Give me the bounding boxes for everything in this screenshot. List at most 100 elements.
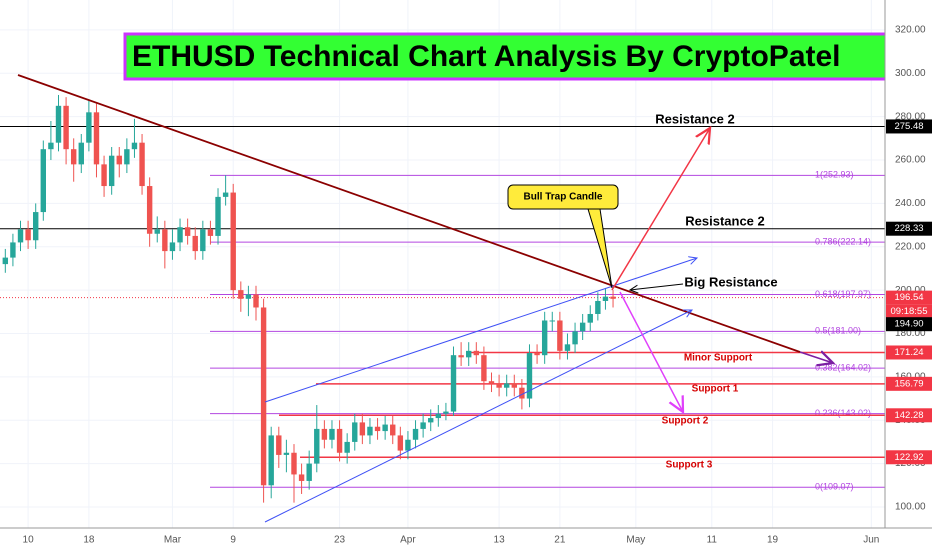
candle-body: [298, 474, 305, 481]
candle-body: [602, 296, 609, 301]
price-box: [886, 450, 932, 465]
candle-body: [382, 424, 388, 432]
candle-body: [397, 435, 404, 451]
annotation: Minor Support: [684, 353, 753, 364]
candle-body: [184, 227, 191, 236]
candle-body: [572, 331, 578, 345]
candle-body: [306, 463, 312, 481]
candle-body: [541, 320, 548, 356]
fib-label: 0.236(143.02): [815, 408, 871, 418]
candle-body: [420, 422, 426, 429]
price-box: [886, 345, 932, 360]
countdown: 09:18:55: [891, 306, 928, 317]
candle-body: [481, 355, 487, 382]
price-label: 228.33: [894, 223, 923, 234]
candle-body: [55, 105, 62, 143]
annotation: Support 1: [692, 384, 739, 395]
candle-body: [101, 164, 107, 187]
price-label: 275.48: [894, 121, 923, 132]
x-tick-label: Mar: [164, 535, 182, 546]
x-tick-label: 21: [554, 535, 566, 546]
bull-arrow: [611, 128, 710, 291]
candle-body: [230, 192, 236, 291]
pointer: [630, 283, 684, 290]
candle-body: [587, 313, 593, 323]
candle-body: [443, 411, 449, 414]
candle-body: [557, 320, 563, 351]
x-tick-label: 13: [494, 535, 506, 546]
y-tick-label: 220.00: [895, 241, 926, 252]
candle-body: [253, 294, 259, 308]
candle-body: [352, 422, 358, 442]
annotation: Support 2: [662, 416, 709, 427]
candle-body: [48, 142, 54, 150]
annotation: Resistance 2: [655, 111, 735, 126]
candle-body: [207, 229, 214, 236]
drawings: ETHUSD Technical Chart Analysis By Crypt…: [17, 32, 885, 523]
channel-lower: [264, 310, 692, 523]
price-label: 156.79: [894, 378, 923, 389]
candle-body: [215, 196, 221, 236]
candle-body: [260, 307, 267, 486]
price-box: [886, 290, 932, 305]
y-tick-label: 260.00: [895, 155, 926, 166]
candle-body: [33, 212, 39, 241]
candle-body: [283, 452, 290, 455]
candle-body: [496, 383, 502, 388]
fib-label: 0.786(222.14): [815, 236, 871, 246]
candle-body: [374, 426, 381, 432]
candle-body: [93, 112, 100, 165]
candle-body: [344, 441, 350, 453]
levels: 1(252.93) 0.786(222.14) 0.618(197.97) 0.5(1…: [0, 125, 885, 492]
candle-body: [579, 322, 586, 332]
y-tick-label: 180.00: [895, 328, 926, 339]
channel-upper: [264, 258, 697, 403]
y-tick-label: 300.00: [895, 68, 926, 79]
annotation: Support 3: [666, 460, 713, 471]
x-tick-label: 19: [767, 535, 779, 546]
candle-body: [245, 294, 252, 299]
candle-body: [25, 229, 31, 241]
axis: 100.00120.00140.00160.00180.00200.00220.…: [23, 25, 932, 546]
candle-body: [359, 422, 366, 436]
candle-body: [70, 149, 77, 165]
candle-body: [519, 387, 525, 399]
candle-body: [131, 142, 138, 150]
candle-body: [146, 186, 153, 234]
fib-label: 0.382(164.02): [815, 363, 871, 373]
last-price-box: [886, 317, 932, 332]
candle-body: [192, 235, 198, 252]
candle-body: [177, 227, 183, 243]
price-label: 142.28: [894, 410, 923, 421]
x-tick-label: May: [626, 535, 645, 546]
candle-body: [534, 353, 540, 356]
candle-body: [116, 155, 122, 165]
candle-body: [86, 112, 92, 143]
candle-body: [238, 290, 244, 299]
price-label: 122.92: [894, 452, 923, 463]
chart-title: ETHUSD Technical Chart Analysis By Crypt…: [132, 40, 841, 73]
price-box: [886, 408, 932, 423]
x-tick-label: 18: [83, 535, 95, 546]
x-tick-label: 10: [23, 535, 35, 546]
downtrend-line: [17, 74, 801, 353]
price-label: 171.24: [894, 347, 923, 358]
x-tick-label: 9: [230, 535, 236, 546]
price-box: [886, 221, 932, 236]
candle-body: [40, 149, 47, 213]
candle-body: [367, 426, 373, 436]
candle-body: [610, 296, 616, 299]
callout-box: [507, 184, 619, 210]
candle-body: [268, 435, 274, 486]
candle-body: [10, 242, 16, 258]
candle-body: [564, 344, 571, 351]
fib-label: 0.5(181.00): [815, 326, 861, 336]
candle-body: [329, 428, 335, 440]
x-tick-label: 11: [707, 535, 718, 546]
price-label: 196.54: [894, 292, 923, 303]
candle-body: [139, 142, 145, 187]
candle-body: [108, 155, 115, 187]
bear-arrow: [619, 291, 683, 412]
candle-body: [291, 452, 297, 475]
